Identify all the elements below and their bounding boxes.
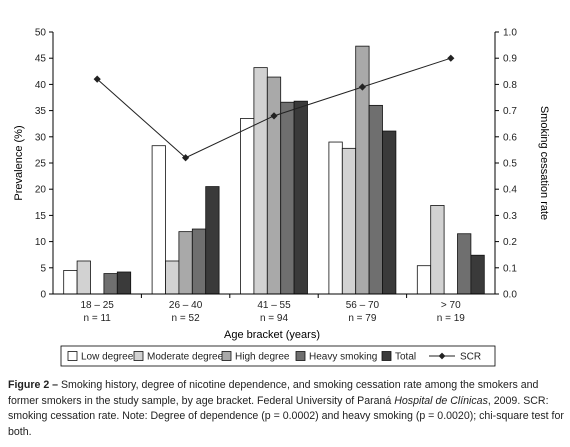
x-axis-title: Age bracket (years) <box>224 329 320 341</box>
legend-swatch <box>67 351 78 361</box>
bar-heavy-smoking <box>191 228 207 295</box>
y2-tick-label: 0.8 <box>503 80 517 91</box>
legend-label: SCR <box>460 352 481 363</box>
legend-label: Low degree <box>81 352 134 363</box>
y-tick-label: 45 <box>35 54 47 65</box>
legend-swatch <box>381 351 392 361</box>
x-tick-label: 41 – 55 <box>257 300 291 311</box>
y-tick-label: 25 <box>35 159 47 170</box>
x-tick-label: 26 – 40 <box>169 300 203 311</box>
legend-label: Heavy smoking <box>309 352 377 363</box>
caption-text-1: Smoking history, degree of nicotine depe… <box>8 379 539 407</box>
x-tick-label: 18 – 25 <box>81 300 115 311</box>
bar-heavy-smoking <box>280 101 295 295</box>
bar-low-degree <box>63 270 78 295</box>
bar-high-degree <box>266 76 282 295</box>
y2-tick-label: 0.9 <box>503 54 517 65</box>
legend-box <box>60 345 496 367</box>
bar-low-degree <box>416 265 432 295</box>
y-tick-label: 40 <box>35 80 47 91</box>
scr-point <box>182 154 190 162</box>
x-tick-n-label: n = 52 <box>172 313 201 324</box>
bar-moderate-degree <box>165 260 180 295</box>
bar-moderate-degree <box>430 205 445 295</box>
bar-total <box>205 186 220 295</box>
x-tick-n-label: n = 11 <box>84 313 112 324</box>
legend-marker <box>438 352 446 360</box>
scr-line-group <box>93 54 455 162</box>
legend: Low degree Moderate degree High degree Heav… <box>67 351 481 363</box>
bar-moderate-degree <box>341 147 357 295</box>
bar-moderate-degree <box>253 67 268 295</box>
bar-total <box>470 254 485 295</box>
scr-point <box>358 83 366 91</box>
y-tick-label: 10 <box>35 237 47 248</box>
bar-total <box>293 100 308 295</box>
bar-low-degree <box>151 145 166 295</box>
y2-axis-title: Smoking cessation rate <box>538 106 550 220</box>
bar-moderate-degree <box>76 260 91 295</box>
x-tick-label: 56 – 70 <box>346 300 380 311</box>
legend-swatch <box>221 351 232 361</box>
x-tick-label: > 70 <box>441 300 461 311</box>
bar-high-degree <box>355 45 370 295</box>
axes: 0 5 10 15 20 25 30 35 40 45 50 0.0 0.1 0.2 0.3 0.4 0.5 0.… <box>35 28 517 325</box>
y2-tick-label: 0.2 <box>503 237 517 248</box>
caption-text-2: , 2009. SCR: smoking cessation rate. Not… <box>8 394 564 438</box>
y-tick-label: 35 <box>35 106 47 117</box>
y2-tick-label: 0.4 <box>503 185 517 196</box>
bar-total <box>116 271 132 295</box>
y-tick-label: 50 <box>35 28 47 39</box>
y-tick-label: 20 <box>35 185 47 196</box>
bar-heavy-smoking <box>457 233 472 295</box>
scr-point <box>270 112 278 120</box>
legend-swatch <box>295 351 306 361</box>
legend-label: High degree <box>235 352 290 363</box>
y2-tick-label: 1.0 <box>503 28 517 39</box>
y-tick-label: 0 <box>40 290 46 301</box>
caption-italic: Hospital de Clínicas <box>394 394 488 407</box>
y-tick-label: 15 <box>35 211 47 222</box>
scr-point <box>447 54 455 62</box>
legend-swatch <box>133 351 144 361</box>
scr-point <box>93 75 101 83</box>
y-tick-label: 5 <box>40 263 46 274</box>
y2-tick-label: 0.3 <box>503 211 517 222</box>
bar-total <box>382 130 397 295</box>
figure-caption: Figure 2 – Smoking history, degree of ni… <box>8 378 564 440</box>
y2-tick-label: 0.6 <box>503 132 517 143</box>
y-tick-label: 30 <box>35 132 47 143</box>
bar-high-degree <box>178 231 193 295</box>
y2-tick-label: 0.1 <box>503 263 517 274</box>
x-tick-n-label: n = 79 <box>348 313 377 324</box>
bar-heavy-smoking <box>368 104 383 295</box>
bar-low-degree <box>240 118 255 295</box>
caption-label: Figure 2 – <box>8 379 59 391</box>
legend-label: Total <box>395 352 416 363</box>
y-axis-title: Prevalence (%) <box>13 125 25 200</box>
y2-tick-label: 0.7 <box>503 106 517 117</box>
bar-heavy-smoking <box>103 273 118 295</box>
legend-label: Moderate degree <box>147 352 224 363</box>
bar-low-degree <box>328 141 343 295</box>
y2-tick-label: 0.5 <box>503 159 517 170</box>
y2-tick-label: 0.0 <box>503 290 517 301</box>
x-tick-n-label: n = 94 <box>260 313 289 324</box>
bar-group <box>63 45 485 295</box>
x-tick-n-label: n = 19 <box>437 313 466 324</box>
